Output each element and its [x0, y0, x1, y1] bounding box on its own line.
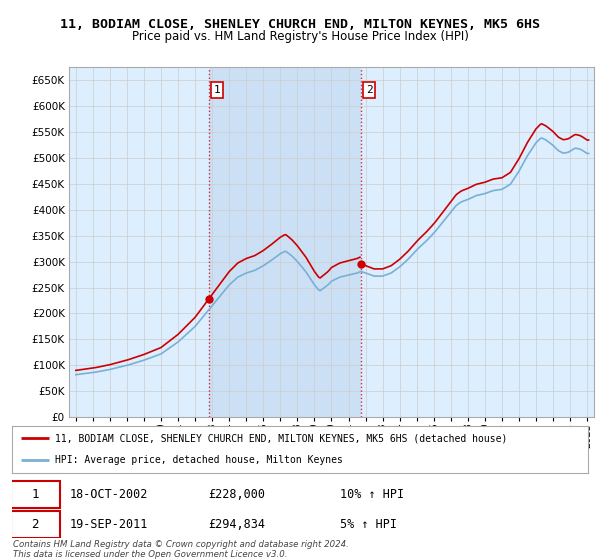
FancyBboxPatch shape	[11, 481, 60, 508]
Bar	[209, 67, 361, 417]
Text: 2: 2	[31, 518, 39, 531]
Text: 1: 1	[214, 85, 221, 95]
Text: HPI: Average price, detached house, Milton Keynes: HPI: Average price, detached house, Milt…	[55, 455, 343, 465]
Text: 5% ↑ HPI: 5% ↑ HPI	[340, 518, 397, 531]
Text: 1: 1	[31, 488, 39, 501]
Text: Contains HM Land Registry data © Crown copyright and database right 2024.
This d: Contains HM Land Registry data © Crown c…	[13, 540, 349, 559]
Text: £228,000: £228,000	[208, 488, 265, 501]
Text: 11, BODIAM CLOSE, SHENLEY CHURCH END, MILTON KEYNES, MK5 6HS: 11, BODIAM CLOSE, SHENLEY CHURCH END, MI…	[60, 18, 540, 31]
Text: 2: 2	[366, 85, 373, 95]
FancyBboxPatch shape	[11, 511, 60, 538]
Text: 10% ↑ HPI: 10% ↑ HPI	[340, 488, 404, 501]
Text: 18-OCT-2002: 18-OCT-2002	[70, 488, 148, 501]
Text: £294,834: £294,834	[208, 518, 265, 531]
Text: 19-SEP-2011: 19-SEP-2011	[70, 518, 148, 531]
Text: Price paid vs. HM Land Registry's House Price Index (HPI): Price paid vs. HM Land Registry's House …	[131, 30, 469, 43]
Text: 11, BODIAM CLOSE, SHENLEY CHURCH END, MILTON KEYNES, MK5 6HS (detached house): 11, BODIAM CLOSE, SHENLEY CHURCH END, MI…	[55, 433, 508, 444]
